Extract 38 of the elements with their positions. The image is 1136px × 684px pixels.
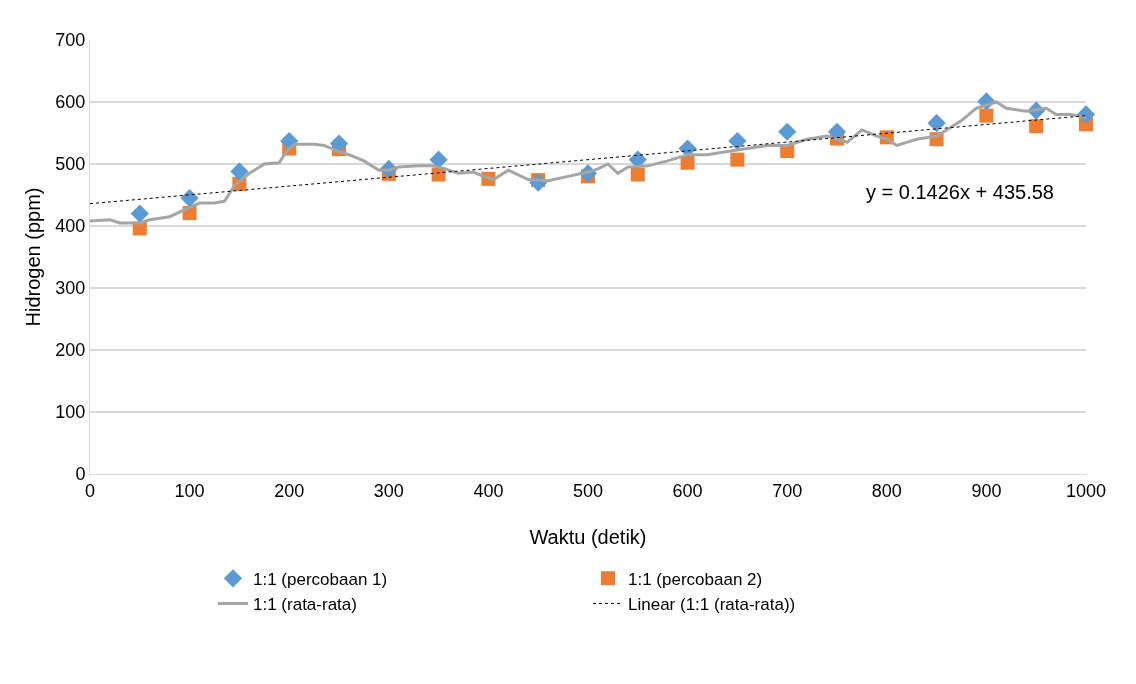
y-tick-label: 700 (55, 30, 86, 51)
point (630, 167, 645, 182)
y-tick-label: 300 (55, 278, 86, 299)
y-tick-label: 400 (55, 216, 86, 237)
x-tick-label: 300 (373, 480, 404, 501)
point (230, 162, 249, 181)
point (180, 189, 199, 208)
y-tick-label: 200 (55, 340, 86, 361)
x-tick-label: 900 (971, 480, 1002, 501)
y-tick-label: 500 (55, 154, 86, 175)
point (1029, 119, 1044, 134)
point (680, 155, 695, 170)
x-axis-title: Waktu (detik) (529, 526, 647, 548)
point (130, 204, 149, 223)
x-tick-label: 100 (174, 480, 205, 501)
point (778, 122, 797, 141)
x-tick-label: 700 (772, 480, 803, 501)
x-tick-label: 800 (871, 480, 902, 501)
point (329, 134, 349, 153)
x-tick-label: 400 (473, 480, 504, 501)
point (429, 150, 448, 169)
point (979, 108, 994, 123)
y-tick-label: 0 (75, 464, 86, 485)
y-tick-label: 100 (55, 402, 86, 423)
x-tick-label: 1000 (1065, 480, 1107, 501)
y-axis-title: Hidrogen (ppm) (22, 187, 44, 327)
x-tick-label: 500 (572, 480, 604, 501)
point (728, 131, 747, 151)
legend-label: 1:1 (percobaan 2) (628, 569, 763, 589)
annotation: y = 0.1426x + 435.58 (866, 181, 1054, 203)
point (927, 113, 946, 133)
x-tick-label: 200 (274, 480, 305, 501)
y-tick-label: 600 (55, 92, 86, 113)
legend-label: Linear (1:1 (rata-rata)) (628, 595, 796, 615)
legend-label: 1:1 (percobaan 1) (253, 569, 388, 589)
legend-label: 1:1 (rata-rata) (253, 595, 357, 615)
x-tick-label: 600 (672, 480, 703, 501)
point (730, 152, 745, 167)
